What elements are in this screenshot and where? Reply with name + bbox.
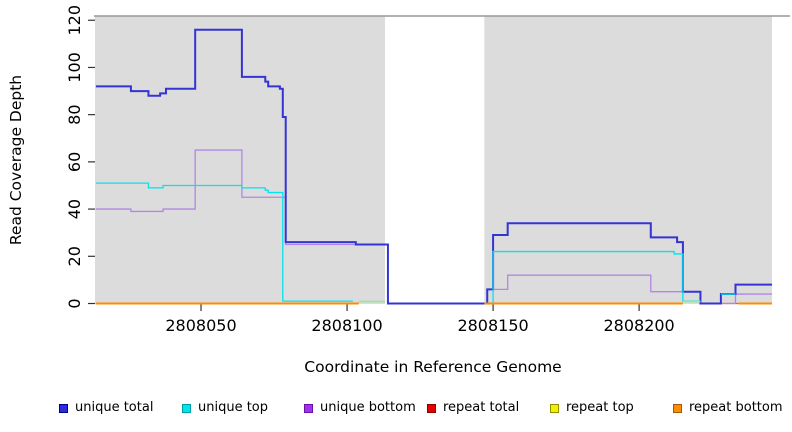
y-tick-label: 80 xyxy=(65,104,84,124)
x-tick-label: 2808200 xyxy=(603,316,674,335)
axes: 2808050 2808100 2808150 2808200 0 20 40 60 80 100… xyxy=(65,5,675,335)
legend-swatch-unique-bottom xyxy=(304,403,313,413)
legend-item-unique-bottom: unique bottom xyxy=(304,399,416,417)
y-tick-label: 20 xyxy=(65,246,84,266)
y-tick-label: 40 xyxy=(65,199,84,219)
legend-item-repeat-bottom: repeat bottom xyxy=(673,399,783,417)
x-tick-label: 2808150 xyxy=(457,316,528,335)
legend-label: repeat bottom xyxy=(689,400,783,415)
legend-swatch-repeat-top xyxy=(550,403,559,413)
y-axis-title: Read Coverage Depth xyxy=(7,75,25,245)
x-axis-title: Coordinate in Reference Genome xyxy=(304,358,561,376)
legend-swatch-repeat-total xyxy=(427,403,436,413)
legend-label: unique top xyxy=(198,400,269,415)
y-tick-label: 100 xyxy=(65,52,84,83)
legend-item-unique-total: unique total xyxy=(59,399,153,417)
legend-label: unique total xyxy=(75,400,154,415)
legend-swatch-repeat-bottom xyxy=(673,403,682,413)
legend-swatch-unique-total xyxy=(59,403,68,413)
x-tick-label: 2808050 xyxy=(165,316,236,335)
legend-swatch-unique-top xyxy=(182,403,191,413)
legend-item-unique-top: unique top xyxy=(182,399,268,417)
y-tick-label: 60 xyxy=(65,152,84,172)
series-line-unique-top xyxy=(95,182,353,302)
y-tick-label: 120 xyxy=(65,5,84,36)
series-lines xyxy=(95,28,772,305)
legend-label: unique bottom xyxy=(320,400,416,415)
series-line-unique-top xyxy=(490,250,701,305)
legend: unique total unique top unique bottom re… xyxy=(0,399,792,421)
x-tick-label: 2808100 xyxy=(311,316,382,335)
legend-item-repeat-total: repeat total xyxy=(427,399,519,417)
chart-canvas: 2808050 2808100 2808150 2808200 0 20 40 60 80 100… xyxy=(7,5,790,376)
legend-label: repeat top xyxy=(566,400,634,415)
series-line-unique-bottom xyxy=(490,274,772,305)
plot-panels xyxy=(94,15,790,305)
legend-label: repeat total xyxy=(443,400,520,415)
legend-item-repeat-top: repeat top xyxy=(550,399,634,417)
repeat-region-band xyxy=(385,16,485,305)
y-tick-label: 0 xyxy=(65,298,84,308)
